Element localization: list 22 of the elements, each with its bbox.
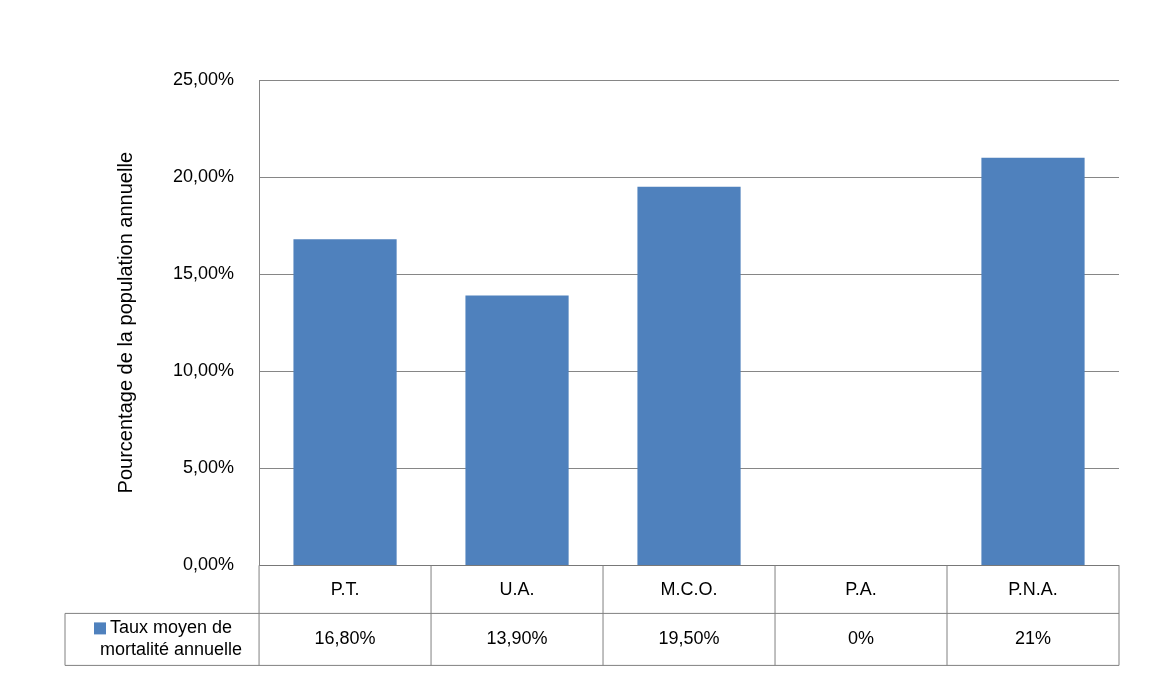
bar	[981, 157, 1085, 565]
bar	[293, 239, 397, 565]
bar	[465, 295, 569, 565]
y-tick-label: 25,00%	[172, 68, 235, 89]
y-tick-label: 10,00%	[172, 360, 235, 381]
data-label: 21%	[1014, 628, 1052, 649]
x-tick-label: U.A.	[499, 579, 535, 600]
data-label: 0%	[848, 628, 875, 649]
data-label: 13,90%	[486, 628, 548, 649]
y-tick-label: 5,00%	[183, 457, 235, 478]
x-tick-label: P.T.	[330, 579, 360, 600]
legend-label: Taux moyen de mortalité annuelle	[99, 617, 243, 660]
bar	[637, 186, 741, 565]
x-tick-label: M.C.O.	[660, 579, 718, 600]
data-label: 16,80%	[314, 628, 376, 649]
x-tick-label: P.A.	[845, 579, 877, 600]
y-tick-label: 15,00%	[172, 263, 235, 284]
y-axis-title: Pourcentage de la population annuelle	[113, 152, 136, 494]
x-tick-label: P.N.A.	[1008, 579, 1058, 600]
y-tick-label: 0,00%	[183, 554, 235, 575]
data-label: 19,50%	[658, 628, 720, 649]
y-tick-label: 20,00%	[172, 166, 235, 187]
